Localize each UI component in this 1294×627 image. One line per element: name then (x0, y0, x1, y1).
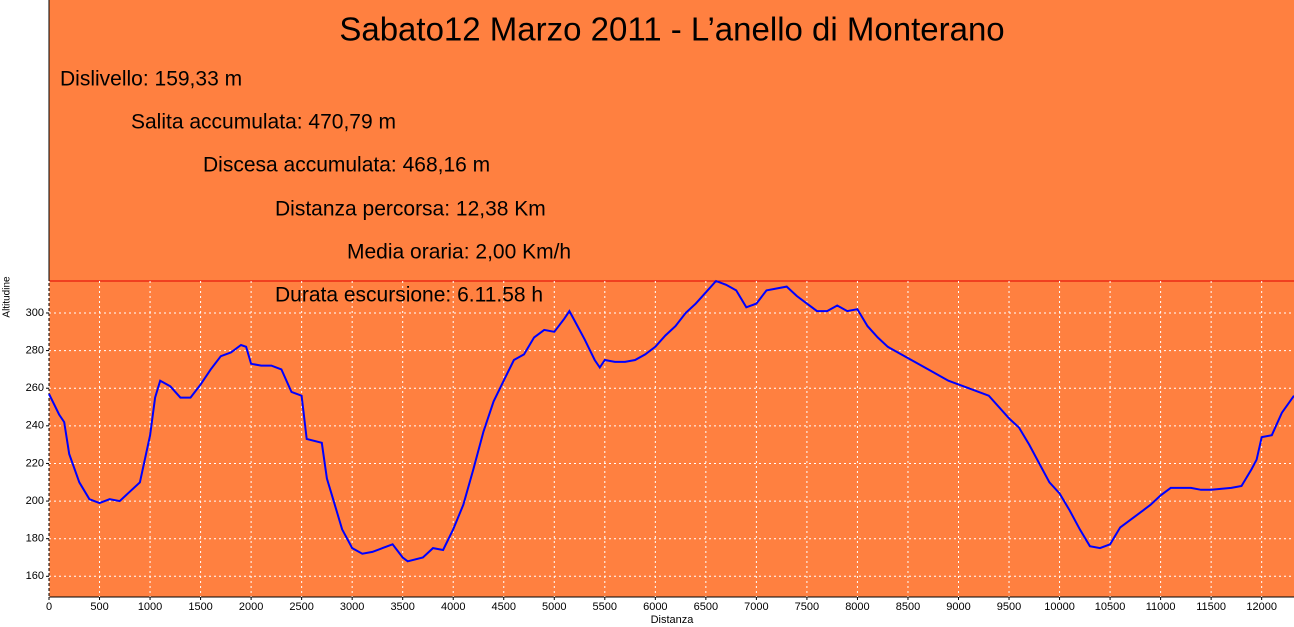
x-tick-label: 3500 (390, 601, 414, 613)
y-tick-label: 260 (26, 382, 44, 394)
x-tick-label: 6000 (643, 601, 667, 613)
x-tick-label: 3000 (340, 601, 364, 613)
x-tick-label: 10000 (1044, 601, 1075, 613)
x-tick-label: 8500 (896, 601, 920, 613)
x-tick-label: 8000 (845, 601, 869, 613)
y-tick-label: 200 (26, 495, 44, 507)
x-axis-label: Distanza (651, 614, 695, 626)
x-tick-label: 10500 (1095, 601, 1126, 613)
x-tick-label: 0 (46, 601, 52, 613)
x-tick-label: 11000 (1146, 601, 1176, 613)
annotation: Dislivello: 159,33 m (60, 68, 242, 91)
x-tick-label: 4000 (441, 601, 465, 613)
y-axis-label: Altitudine (2, 276, 13, 318)
y-tick-label: 160 (26, 570, 44, 582)
y-tick-label: 280 (26, 345, 44, 357)
y-tick-label: 300 (26, 307, 44, 319)
y-tick-label: 180 (26, 533, 44, 545)
annotation: Durata escursione: 6.11.58 h (275, 284, 543, 307)
y-tick-label: 240 (26, 420, 44, 432)
annotation: Media oraria: 2,00 Km/h (347, 241, 571, 264)
x-tick-label: 2500 (289, 601, 313, 613)
x-tick-label: 6500 (694, 601, 718, 613)
x-tick-label: 12000 (1246, 601, 1277, 613)
x-tick-label: 5000 (542, 601, 566, 613)
x-tick-label: 9500 (997, 601, 1021, 613)
x-tick-label: 7500 (795, 601, 819, 613)
x-tick-label: 11500 (1196, 601, 1226, 613)
x-tick-label: 4500 (492, 601, 516, 613)
y-tick-label: 220 (26, 457, 44, 469)
x-tick-label: 1000 (138, 601, 162, 613)
marks (48, 279, 1294, 563)
chart-title: Sabato12 Marzo 2011 - L’anello di Monter… (339, 11, 1004, 48)
x-tick-label: 5500 (593, 601, 617, 613)
plot-background (49, 0, 1294, 597)
x-tick-label: 2000 (239, 601, 263, 613)
annotation: Distanza percorsa: 12,38 Km (275, 198, 546, 221)
annotation: Salita accumulata: 470,79 m (131, 111, 396, 134)
elevation-line (48, 279, 1294, 563)
x-tick-label: 9000 (946, 601, 970, 613)
x-tick-label: 1500 (188, 601, 212, 613)
x-tick-label: 500 (90, 601, 108, 613)
annotation: Discesa accumulata: 468,16 m (203, 154, 490, 177)
x-tick-label: 7000 (744, 601, 768, 613)
